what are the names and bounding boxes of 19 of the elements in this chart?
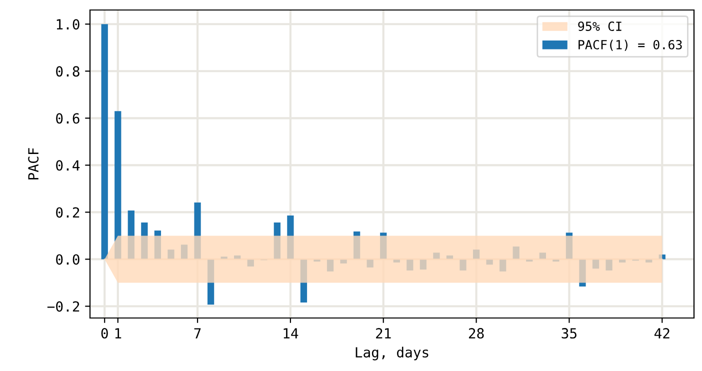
y-tick-label: 0.2 bbox=[56, 207, 80, 218]
x-tick-label: 35 bbox=[562, 328, 576, 339]
y-tick-label: 0.6 bbox=[56, 113, 80, 124]
x-tick-label: 14 bbox=[284, 328, 298, 338]
x-tick-label: 0 bbox=[101, 328, 108, 339]
legend-label: 95% CI bbox=[578, 22, 622, 31]
x-tick-label: 1 bbox=[115, 328, 122, 338]
y-tick-label: 0.8 bbox=[56, 66, 80, 77]
x-tick-label: 7 bbox=[194, 328, 201, 338]
x-tick-label: 21 bbox=[376, 328, 391, 338]
x-tick-label: 42 bbox=[654, 328, 670, 338]
y-tick-label: 0.4 bbox=[56, 160, 80, 171]
x-axis-title: Lag, days bbox=[356, 346, 428, 360]
y-tick-label: −0.2 bbox=[47, 301, 80, 312]
legend-label: PACF(1) = 0.63 bbox=[578, 40, 682, 51]
y-tick-label: 0.0 bbox=[56, 254, 80, 265]
y-axis-title: PACF bbox=[28, 148, 39, 180]
x-tick-label: 28 bbox=[468, 328, 484, 339]
y-tick-label: 1.0 bbox=[56, 19, 80, 30]
